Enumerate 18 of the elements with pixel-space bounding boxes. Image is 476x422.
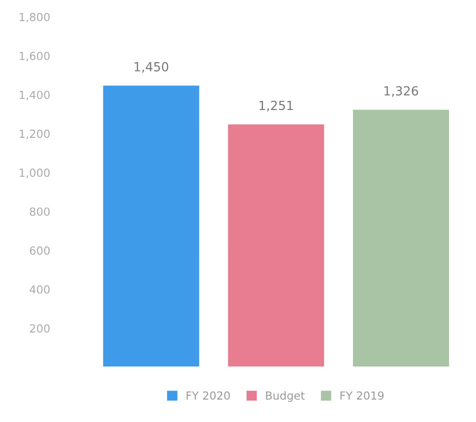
data-label: 1,326: [384, 86, 418, 97]
y-tick-label: 1,000: [20, 168, 50, 178]
y-tick-label: 800: [30, 207, 50, 216]
y-tick-label: 1,800: [20, 12, 50, 22]
bar: [102, 84, 201, 368]
y-tick-label: 200: [30, 324, 50, 333]
y-tick-label: 600: [30, 246, 50, 255]
data-label: 1,450: [134, 62, 168, 73]
y-tick-label: 1,200: [20, 130, 50, 140]
legend-label: FY 2020: [186, 391, 230, 400]
legend-label: FY 2019: [340, 391, 384, 400]
bar: [352, 108, 450, 368]
data-label: 1,251: [260, 100, 293, 112]
bar: [226, 123, 326, 368]
legend-label: Budget: [266, 391, 305, 402]
y-tick-label: 1,600: [20, 52, 50, 62]
y-tick-label: 1,400: [20, 90, 50, 100]
y-tick-label: 400: [30, 285, 50, 294]
